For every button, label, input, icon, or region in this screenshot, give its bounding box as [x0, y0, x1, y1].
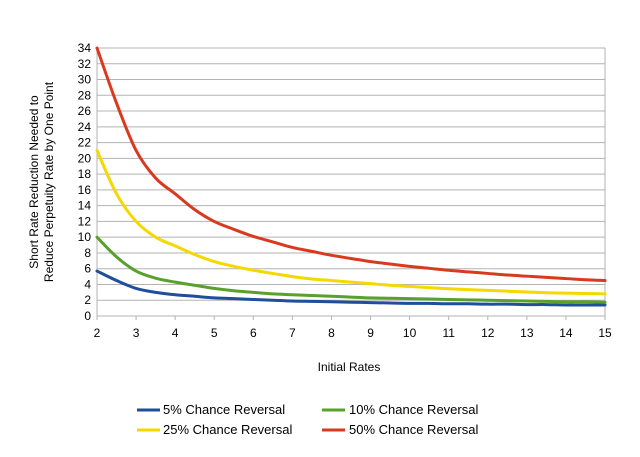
legend-item-5pct[interactable]: 5% Chance Reversal: [137, 402, 285, 417]
legend-item-10pct[interactable]: 10% Chance Reversal: [322, 402, 478, 417]
y-tick-label-8: 8: [84, 246, 91, 260]
x-tick-label-12: 12: [481, 326, 495, 340]
legend-item-25pct[interactable]: 25% Chance Reversal: [137, 422, 292, 437]
x-tick-label-11: 11: [442, 326, 455, 340]
y-axis-title-line-1: Short Rate Reduction Needed to: [27, 95, 41, 269]
series-lines: [95, 46, 607, 307]
x-tick-label-14: 14: [559, 326, 573, 340]
y-tick-label-2: 2: [84, 293, 91, 307]
y-tick-label-28: 28: [78, 88, 92, 102]
x-tick-label-5: 5: [211, 326, 218, 340]
y-tick-label-32: 32: [78, 57, 92, 71]
series-line-2: [95, 235, 607, 304]
x-tick-label-9: 9: [367, 326, 374, 340]
x-tick-label-2: 2: [94, 326, 101, 340]
series-line-4: [95, 46, 607, 283]
y-axis-title-line-2: Reduce Perpetuity Rate by One Point: [42, 81, 56, 282]
legend: 5% Chance Reversal 10% Chance Reversal 2…: [137, 402, 478, 437]
legend-item-50pct[interactable]: 50% Chance Reversal: [322, 422, 478, 437]
series-line-3: [95, 148, 607, 296]
x-tick-label-6: 6: [250, 326, 257, 340]
y-tick-label-24: 24: [78, 120, 92, 134]
y-tick-label-20: 20: [78, 151, 92, 165]
x-tick-label-4: 4: [172, 326, 179, 340]
y-tick-label-22: 22: [78, 136, 92, 150]
y-tick-label-18: 18: [78, 167, 92, 181]
y-tick-label-12: 12: [78, 214, 92, 228]
x-tick-labels: 2 3 4 5 6 7 8 9 10 11 12 13 14 15: [94, 326, 612, 340]
y-tick-label-6: 6: [84, 262, 91, 276]
x-tick-label-10: 10: [403, 326, 417, 340]
legend-label-5pct: 5% Chance Reversal: [163, 402, 285, 417]
y-tick-label-34: 34: [78, 41, 92, 55]
x-tick-label-13: 13: [520, 326, 534, 340]
y-tick-label-16: 16: [78, 183, 92, 197]
x-axis-title: Initial Rates: [318, 360, 381, 374]
legend-label-50pct: 50% Chance Reversal: [349, 422, 478, 437]
gridlines: [97, 47, 605, 317]
axes: [96, 48, 606, 320]
legend-label-25pct: 25% Chance Reversal: [163, 422, 292, 437]
y-tick-label-4: 4: [84, 277, 91, 291]
y-tick-label-10: 10: [78, 230, 92, 244]
x-tick-label-15: 15: [598, 326, 612, 340]
x-tick-label-8: 8: [328, 326, 335, 340]
x-tick-label-7: 7: [289, 326, 296, 340]
x-tick-label-3: 3: [133, 326, 140, 340]
y-tick-label-30: 30: [78, 73, 92, 87]
legend-label-10pct: 10% Chance Reversal: [349, 402, 478, 417]
y-tick-label-26: 26: [78, 104, 92, 118]
y-tick-label-0: 0: [84, 309, 91, 323]
series-line-1: [95, 269, 607, 307]
y-tick-label-14: 14: [78, 199, 92, 213]
